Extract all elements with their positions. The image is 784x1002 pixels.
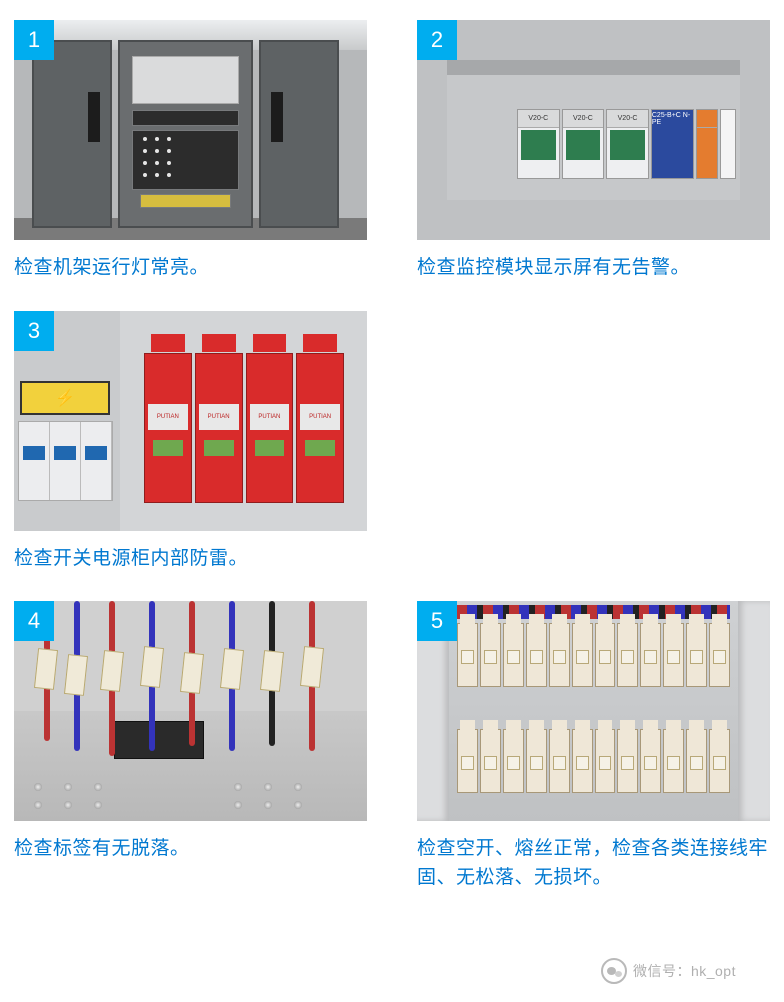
watermark-id: hk_opt	[691, 963, 736, 979]
module-label: V20-C	[518, 110, 559, 128]
photo-fuse-rows: 5	[417, 601, 770, 821]
inspection-item-5: 5 检查空开、熔丝正常，检查各类连接线牢固、无松落、无损坏。	[417, 601, 770, 892]
spd-brand-label: PUTIAN	[300, 404, 340, 430]
caption: 检查开关电源柜内部防雷。	[14, 545, 367, 574]
caption: 检查空开、熔丝正常，检查各类连接线牢固、无松落、无损坏。	[417, 835, 770, 892]
module-label: V20-C	[607, 110, 648, 128]
caption: 检查机架运行灯常亮。	[14, 254, 367, 283]
module-label: V20-C	[563, 110, 604, 128]
step-badge: 5	[417, 601, 457, 641]
inspection-item-1: 1 检查机架运行灯常亮。	[14, 20, 367, 283]
spd-brand-label: PUTIAN	[250, 404, 290, 430]
photo-monitor-modules: 2 V20-C V20-C V20-C C25-B+C N-PE	[417, 20, 770, 240]
spd-brand-label: PUTIAN	[148, 404, 188, 430]
inspection-item-2: 2 V20-C V20-C V20-C C25-B+C N-PE 检查监控模块显…	[417, 20, 770, 283]
step-badge: 2	[417, 20, 457, 60]
step-badge: 3	[14, 311, 54, 351]
photo-rack-cabinets: 1	[14, 20, 367, 240]
wechat-watermark: 微信号：hk_opt	[601, 958, 736, 984]
inspection-item-4: 4 检查标签有无脱落。	[14, 601, 367, 892]
photo-wire-labels: 4	[14, 601, 367, 821]
high-voltage-warning-icon: ⚡	[20, 381, 110, 415]
inspection-grid: 1 检查机架运行灯常亮。 2 V20-C	[14, 20, 770, 892]
photo-surge-protector: 3 ⚡ PUTIAN PUTIAN PUTIAN PUTIAN	[14, 311, 367, 531]
step-badge: 1	[14, 20, 54, 60]
wechat-icon	[601, 958, 627, 984]
caption: 检查标签有无脱落。	[14, 835, 367, 864]
inspection-item-3: 3 ⚡ PUTIAN PUTIAN PUTIAN PUTIAN 检查开关电源柜内…	[14, 311, 367, 574]
caption: 检查监控模块显示屏有无告警。	[417, 254, 770, 283]
spd-brand-label: PUTIAN	[199, 404, 239, 430]
empty-cell	[417, 311, 770, 574]
module-label: C25-B+C N-PE	[652, 110, 693, 128]
step-badge: 4	[14, 601, 54, 641]
watermark-prefix: 微信号：	[633, 963, 691, 979]
